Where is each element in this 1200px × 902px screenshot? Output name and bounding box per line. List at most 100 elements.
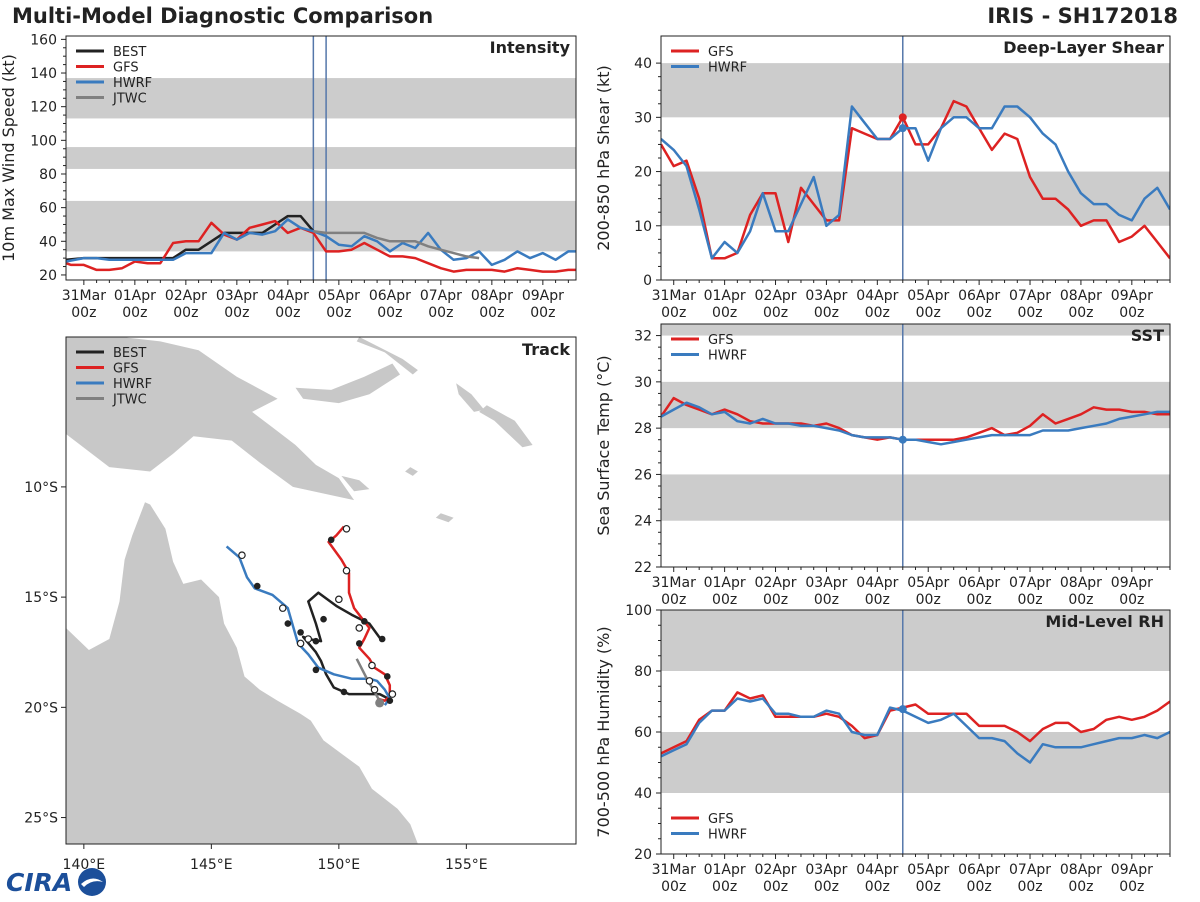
x-tick-label: 00z [865, 305, 890, 321]
y-axis-label: 700-500 hPa Humidity (%) [594, 626, 613, 837]
x-tick-label: 00z [814, 305, 839, 321]
cira-logo: CIRA [4, 866, 108, 898]
x-tick-label: 02Apr [755, 288, 797, 304]
woodlark-land [405, 467, 418, 476]
y-tick-label: 25°S [24, 811, 58, 827]
x-tick-label: 00z [967, 879, 992, 895]
x-tick-label: 00z [1119, 592, 1144, 608]
logo-swirl-icon [81, 878, 103, 887]
x-tick-label: 03Apr [216, 288, 258, 304]
legend-label-best: BEST [113, 346, 146, 361]
x-tick-label: 00z [661, 879, 686, 895]
marker-hwrf [898, 705, 907, 714]
x-tick-label: 00z [479, 305, 504, 321]
x-tick-label: 31Mar [652, 288, 696, 304]
x-tick-label: 04Apr [856, 862, 898, 878]
x-tick-label: 05Apr [907, 575, 949, 591]
x-tick-label: 01Apr [704, 288, 746, 304]
panel-title: Intensity [490, 38, 571, 57]
x-tick-label: 00z [224, 305, 249, 321]
y-tick-label: 0 [643, 273, 652, 289]
x-tick-label: 05Apr [318, 288, 360, 304]
marker-hwrf [898, 124, 907, 133]
legend-label-jtwc: JTWC [112, 92, 147, 107]
panel-title: SST [1131, 326, 1164, 345]
x-tick-label: 00z [712, 592, 737, 608]
track-filled-marker-best [327, 536, 335, 544]
new-ireland-land [356, 337, 418, 375]
shaded-band-1 [661, 63, 1170, 118]
x-tick-label: 00z [1068, 879, 1093, 895]
panel-title: Track [522, 340, 570, 359]
track-open-marker-gfs [388, 690, 397, 698]
x-tick-label: 31Mar [652, 575, 696, 591]
legend-label-gfs: GFS [708, 812, 734, 827]
track-filled-marker-gfs [355, 640, 363, 647]
legend-label-hwrf: HWRF [113, 76, 152, 91]
series-jtwc [313, 229, 480, 260]
rh-panel: 2040608010031Mar00z01Apr00z02Apr00z03Apr… [594, 603, 1171, 895]
y-tick-label: 40 [634, 56, 652, 72]
x-tick-label: 00z [916, 305, 941, 321]
x-tick-label: 04Apr [856, 288, 898, 304]
track-filled-marker-hwrf [284, 620, 292, 627]
series-hwrf [661, 105, 1170, 260]
y-tick-label: 60 [634, 725, 652, 741]
x-tick-label: 01Apr [704, 575, 746, 591]
x-tick-label: 03Apr [805, 575, 847, 591]
sst-panel: 22242628303231Mar00z01Apr00z02Apr00z03Ap… [594, 323, 1171, 608]
x-tick-label: 00z [1119, 305, 1144, 321]
x-tick-label: 00z [814, 879, 839, 895]
shaded-band-0 [661, 732, 1170, 793]
series-hwrf [661, 401, 1170, 446]
track-panel: 140°E 145°E 150°E 155°E10°S15°S20°S25°STrac… [24, 336, 577, 873]
track-open-marker-best [370, 685, 379, 694]
y-tick-label: 140 [30, 66, 57, 82]
track-gfs [327, 525, 392, 702]
y-tick-label: 26 [634, 467, 652, 483]
track-filled-marker-best [386, 697, 394, 705]
x-tick-label: 09Apr [1111, 575, 1153, 591]
track-open-marker-gfs [342, 566, 351, 575]
x-tick-label: 01Apr [704, 862, 746, 878]
shaded-band-1 [661, 381, 1170, 429]
legend-label-hwrf: HWRF [708, 61, 747, 76]
shaded-band-1 [661, 610, 1170, 671]
y-tick-label: 40 [634, 786, 652, 802]
x-tick-label: 00z [428, 305, 453, 321]
track-open-marker-best [304, 635, 313, 643]
y-tick-label: 20 [634, 165, 652, 181]
series-gfs [661, 691, 1170, 755]
y-axis-label: Sea Surface Temp (°C) [594, 355, 613, 535]
x-tick-label: 00z [967, 305, 992, 321]
x-tick-label: 02Apr [165, 288, 207, 304]
shaded-band-2 [661, 324, 1170, 336]
x-tick-label: 00z [763, 592, 788, 608]
x-tick-label: 04Apr [856, 575, 898, 591]
x-tick-label: 03Apr [805, 862, 847, 878]
y-tick-label: 20 [39, 268, 57, 284]
x-tick-label: 05Apr [907, 862, 949, 878]
y-tick-label: 80 [634, 664, 652, 680]
x-tick-label: 08Apr [1060, 575, 1102, 591]
intensity-panel: 2040608010012014016031Mar00z01Apr00z02Ap… [0, 32, 577, 321]
x-tick-label: 00z [1119, 879, 1144, 895]
legend-label-gfs: GFS [708, 333, 734, 348]
y-tick-label: 80 [39, 167, 57, 183]
x-tick-label: 08Apr [471, 288, 513, 304]
x-tick-label: 08Apr [1060, 288, 1102, 304]
series-gfs [66, 219, 576, 273]
x-tick-label: 00z [712, 879, 737, 895]
x-tick-label: 00z [814, 592, 839, 608]
solomon-islands-land [479, 405, 533, 448]
x-tick-label: 05Apr [907, 288, 949, 304]
series-hwrf [661, 697, 1170, 764]
x-tick-label: 04Apr [267, 288, 309, 304]
legend-label-hwrf: HWRF [113, 377, 152, 392]
track-filled-marker-best [320, 615, 327, 623]
series-hwrf [66, 218, 576, 267]
y-tick-label: 10°S [24, 480, 58, 496]
x-tick-label: 07Apr [420, 288, 462, 304]
x-tick-label: 00z [763, 879, 788, 895]
